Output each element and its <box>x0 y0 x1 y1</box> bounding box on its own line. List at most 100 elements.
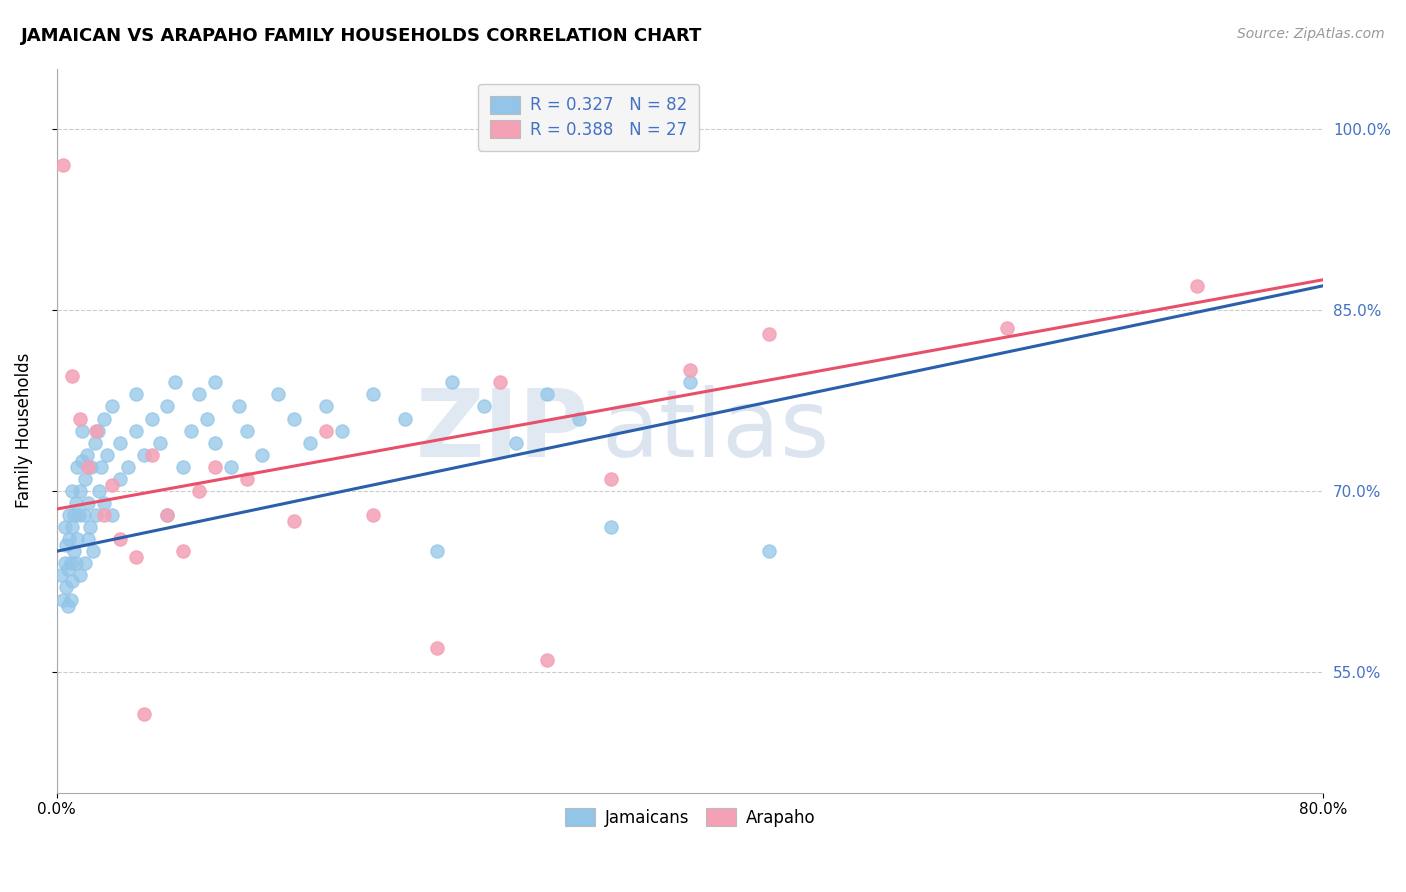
Point <box>117 459 139 474</box>
Point <box>156 508 179 522</box>
Point <box>125 387 148 401</box>
Point <box>758 544 780 558</box>
Point <box>536 387 558 401</box>
Point <box>72 508 94 522</box>
Point <box>75 472 97 486</box>
Point <box>204 459 226 474</box>
Point <box>472 400 495 414</box>
Point <box>83 435 105 450</box>
Point <box>69 483 91 498</box>
Point <box>1185 278 1208 293</box>
Point <box>148 435 170 450</box>
Point <box>156 400 179 414</box>
Point <box>84 424 107 438</box>
Point <box>75 557 97 571</box>
Point <box>165 376 187 390</box>
Text: JAMAICAN VS ARAPAHO FAMILY HOUSEHOLDS CORRELATION CHART: JAMAICAN VS ARAPAHO FAMILY HOUSEHOLDS CO… <box>21 27 703 45</box>
Point <box>361 387 384 401</box>
Point <box>62 574 84 589</box>
Point <box>80 459 103 474</box>
Point <box>298 435 321 450</box>
Point <box>489 376 512 390</box>
Point <box>69 411 91 425</box>
Point <box>69 568 91 582</box>
Point <box>62 483 84 498</box>
Point <box>77 532 100 546</box>
Point <box>568 411 591 425</box>
Point <box>76 448 98 462</box>
Point <box>132 707 155 722</box>
Point <box>441 376 464 390</box>
Point <box>125 424 148 438</box>
Point <box>505 435 527 450</box>
Point <box>63 544 86 558</box>
Point <box>70 454 93 468</box>
Point <box>283 514 305 528</box>
Point <box>93 411 115 425</box>
Point <box>235 472 257 486</box>
Point <box>995 321 1018 335</box>
Point <box>219 459 242 474</box>
Point <box>599 472 621 486</box>
Point <box>90 459 112 474</box>
Point <box>141 411 163 425</box>
Point <box>315 400 337 414</box>
Point <box>51 568 73 582</box>
Point <box>58 532 80 546</box>
Point <box>84 508 107 522</box>
Point <box>108 532 131 546</box>
Point <box>228 400 250 414</box>
Point <box>79 520 101 534</box>
Point <box>101 400 124 414</box>
Point <box>59 557 82 571</box>
Text: atlas: atlas <box>602 384 830 476</box>
Point <box>66 532 89 546</box>
Point <box>188 483 211 498</box>
Point <box>204 376 226 390</box>
Point <box>53 520 76 534</box>
Point <box>52 158 75 172</box>
Point <box>65 557 87 571</box>
Point <box>679 363 702 377</box>
Point <box>62 520 84 534</box>
Point <box>63 508 86 522</box>
Point <box>108 435 131 450</box>
Point <box>758 326 780 341</box>
Point <box>132 448 155 462</box>
Point <box>195 411 218 425</box>
Point <box>77 459 100 474</box>
Point <box>394 411 416 425</box>
Point <box>156 508 179 522</box>
Point <box>62 369 84 384</box>
Point <box>679 376 702 390</box>
Point <box>55 581 77 595</box>
Point <box>330 424 353 438</box>
Point <box>70 424 93 438</box>
Point <box>55 538 77 552</box>
Text: ZIP: ZIP <box>416 384 589 476</box>
Point <box>89 483 111 498</box>
Point <box>77 496 100 510</box>
Point <box>315 424 337 438</box>
Point <box>52 592 75 607</box>
Point <box>180 424 202 438</box>
Point <box>65 496 87 510</box>
Point <box>426 544 449 558</box>
Point <box>56 599 79 613</box>
Point <box>67 508 90 522</box>
Point <box>101 508 124 522</box>
Point <box>125 550 148 565</box>
Point <box>188 387 211 401</box>
Point <box>252 448 274 462</box>
Point <box>267 387 290 401</box>
Point <box>56 562 79 576</box>
Point <box>599 520 621 534</box>
Point <box>108 472 131 486</box>
Point <box>53 557 76 571</box>
Point <box>59 592 82 607</box>
Point <box>93 508 115 522</box>
Point <box>82 544 104 558</box>
Point <box>93 496 115 510</box>
Point <box>283 411 305 425</box>
Point <box>66 459 89 474</box>
